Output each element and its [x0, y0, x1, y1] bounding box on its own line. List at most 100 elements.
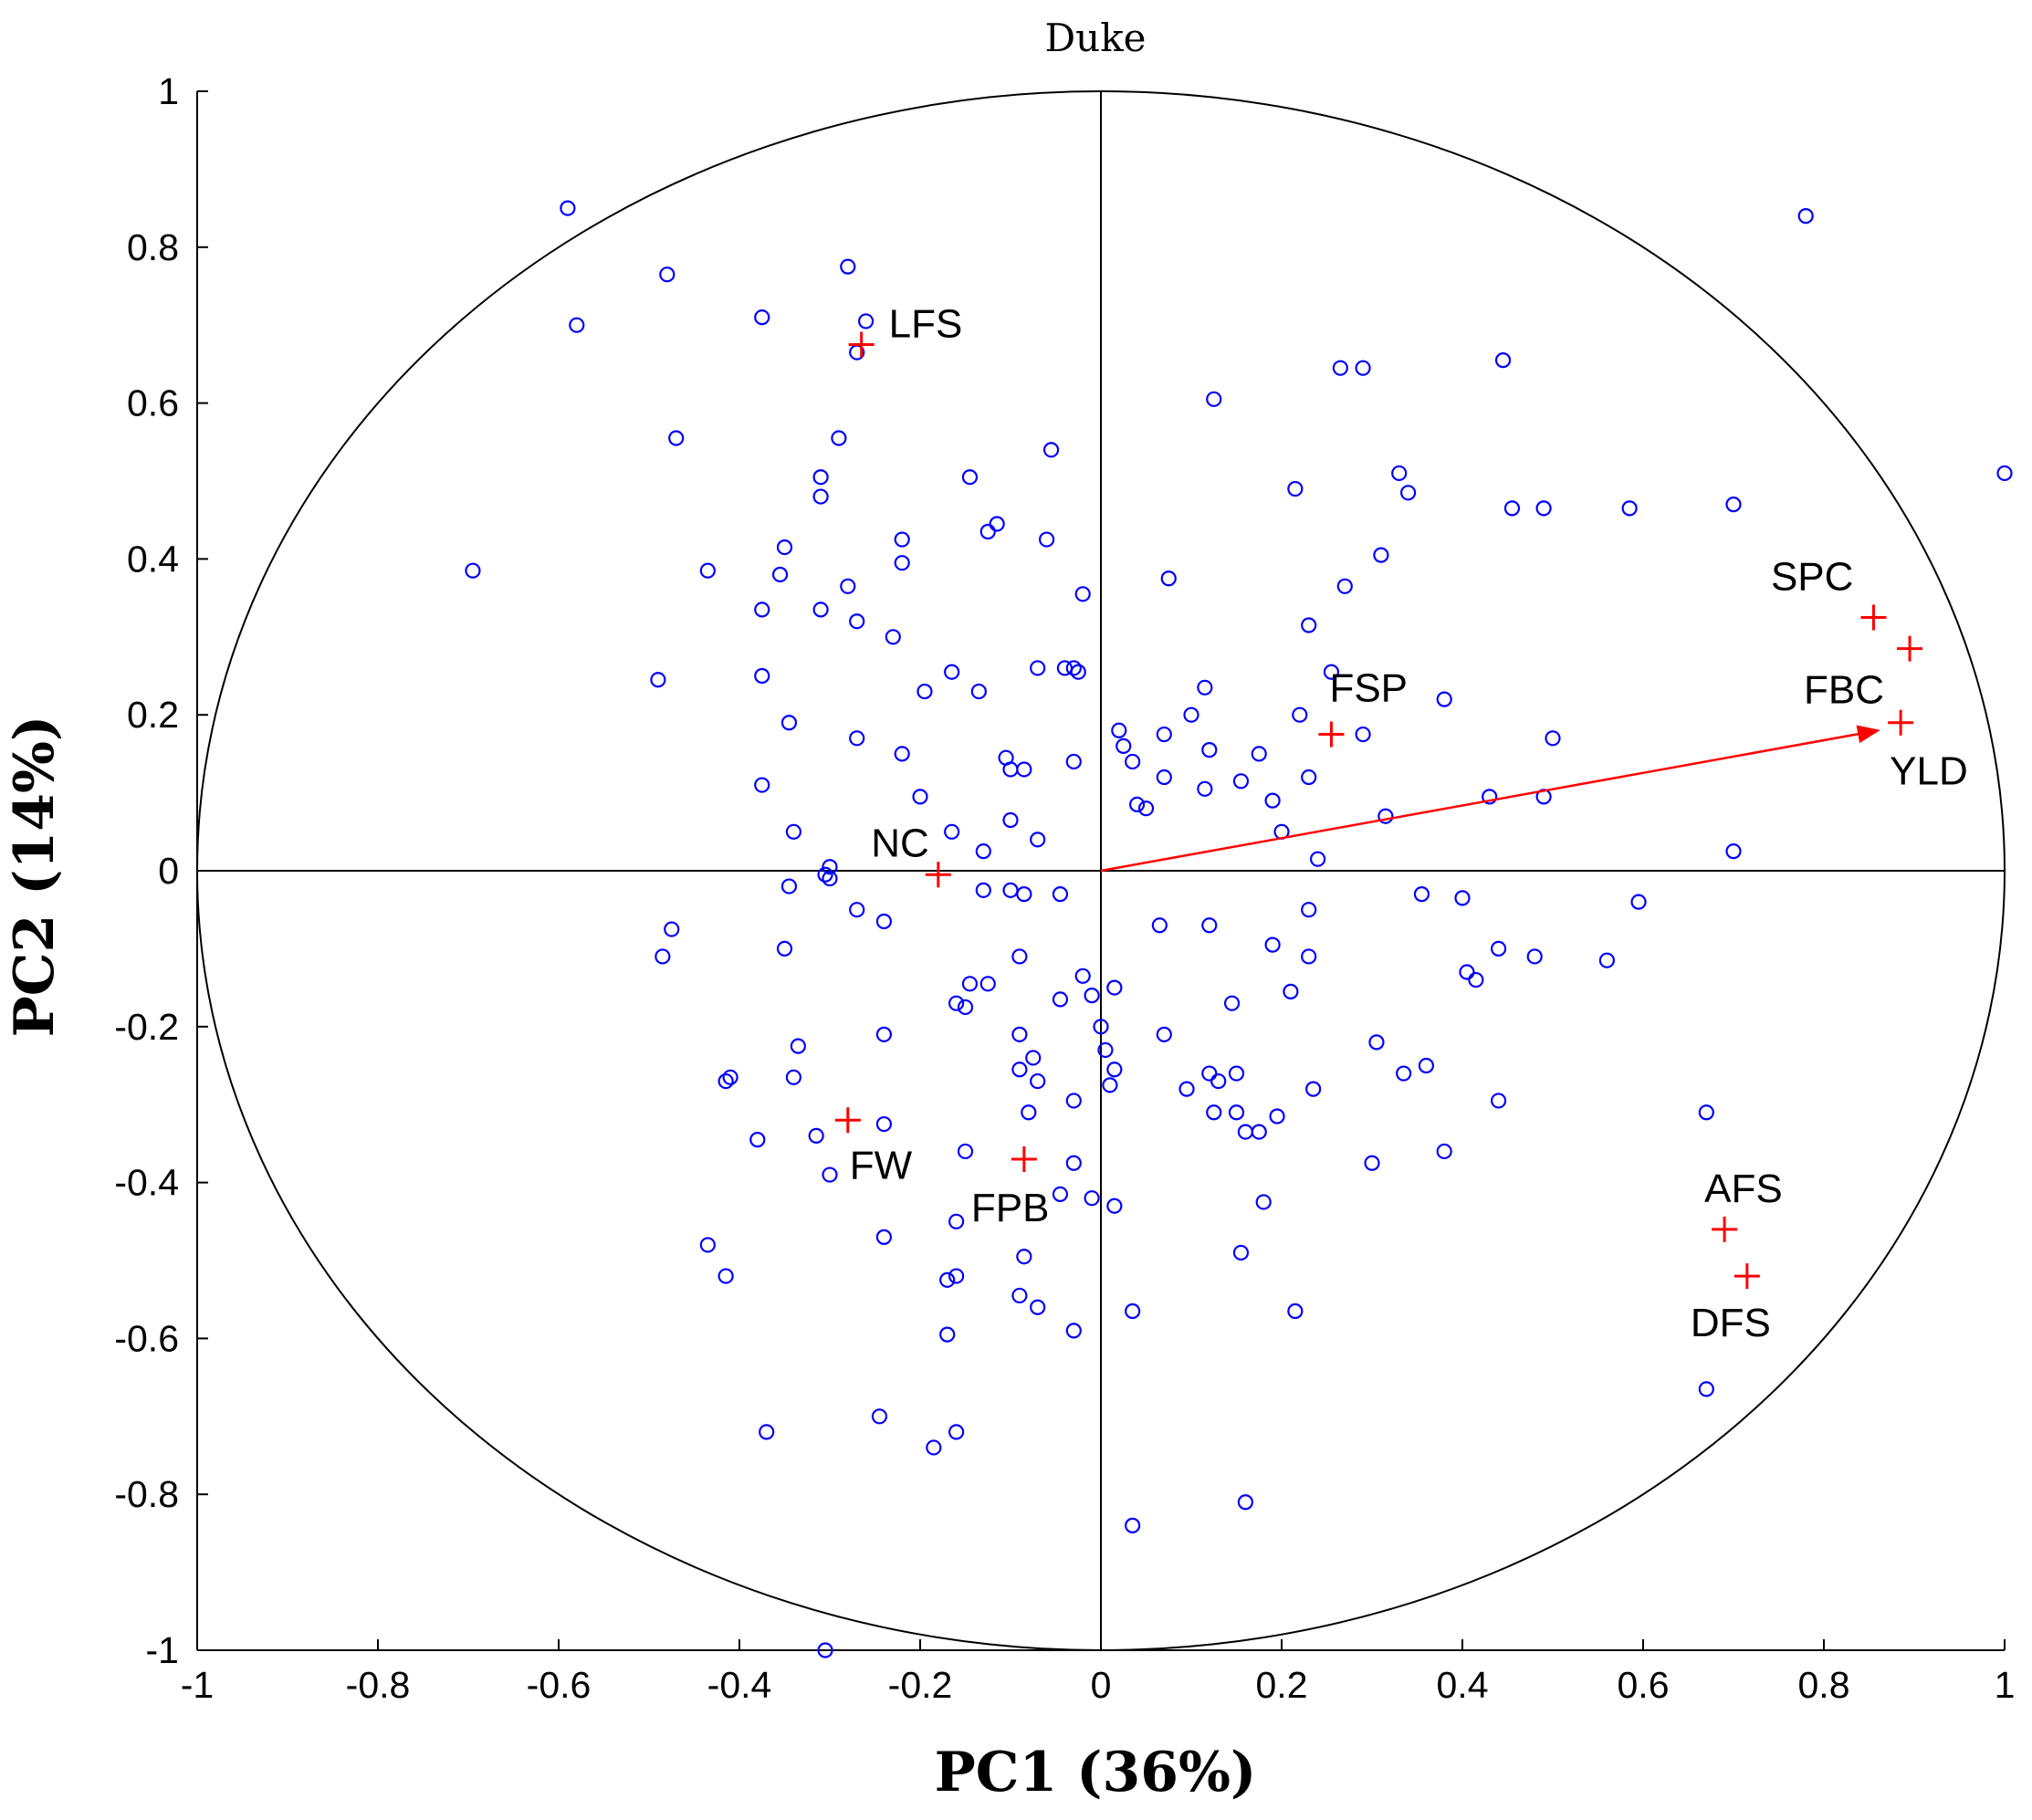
observation-point [1301, 902, 1317, 918]
y-tick-label: -0.8 [114, 1473, 179, 1515]
observation-point [1725, 843, 1742, 860]
observation-point [780, 878, 798, 894]
observation-point [1336, 578, 1353, 594]
observation-point [771, 566, 789, 583]
observation-point [776, 940, 793, 957]
observation-point [1002, 882, 1019, 898]
variable-label-afs: AFS [1704, 1166, 1783, 1211]
observation-point [1373, 547, 1389, 563]
observation-point [822, 1166, 838, 1183]
variable-label-spc: SPC [1771, 554, 1853, 599]
observation-point [1011, 1287, 1028, 1304]
observation-point [1070, 664, 1086, 680]
y-tick-label: -1 [146, 1629, 179, 1671]
observation-point [1237, 1124, 1254, 1140]
x-tick-label: 0.8 [1798, 1664, 1850, 1706]
observation-point [822, 859, 838, 875]
observation-point [1264, 936, 1281, 953]
observation-point [1459, 964, 1475, 980]
observation-point [1206, 391, 1222, 407]
observation-point [1355, 726, 1371, 743]
observation-point [1106, 1198, 1123, 1214]
observation-point [875, 913, 893, 930]
observation-point [1042, 442, 1060, 458]
observation-point [1102, 1077, 1118, 1093]
observation-point [1305, 1081, 1322, 1097]
observation-point [1030, 1072, 1046, 1090]
observation-point [569, 317, 585, 333]
observation-point [776, 539, 793, 556]
observation-point [875, 1026, 893, 1042]
observation-point [1292, 706, 1308, 723]
observation-point [754, 601, 770, 618]
y-axis-label: PC2 (14%) [3, 716, 67, 1038]
observation-point [1016, 886, 1032, 903]
observation-point [1698, 1381, 1714, 1397]
variable-marker-fw [834, 1107, 861, 1134]
variable-label-nc: NC [871, 821, 929, 865]
observation-point [948, 1268, 965, 1284]
observation-point [849, 902, 865, 918]
observation-point [1526, 948, 1543, 965]
observation-point [939, 1271, 956, 1288]
x-tick-label: -1 [181, 1664, 214, 1706]
yld-arrow [1100, 725, 1880, 873]
observation-point [961, 469, 979, 486]
observation-point [1128, 796, 1146, 813]
observation-point [1545, 730, 1561, 747]
observation-point [1065, 1093, 1082, 1109]
observation-point [759, 1424, 775, 1440]
observation-point [754, 309, 770, 326]
observation-point [1002, 811, 1019, 829]
observation-point [1201, 1065, 1218, 1082]
variable-label-fw: FW [850, 1143, 913, 1187]
observation-point [1630, 894, 1647, 910]
observation-point [1490, 1093, 1507, 1109]
observation-point [1287, 480, 1304, 497]
observation-point [1030, 1299, 1046, 1315]
variable-marker-lfs [848, 331, 875, 358]
observation-point [808, 1127, 824, 1144]
observation-point [1178, 1081, 1195, 1097]
observation-point [722, 1069, 738, 1085]
observation-point [1399, 485, 1417, 501]
observation-point [1183, 706, 1199, 723]
observation-point [871, 1408, 888, 1425]
observation-point [1232, 773, 1250, 790]
observation-point [1201, 742, 1218, 758]
observation-point [1156, 1026, 1172, 1042]
observation-point [1301, 617, 1317, 633]
observation-point [1106, 979, 1123, 996]
observation-point [948, 995, 965, 1011]
observation-point [1228, 1104, 1245, 1121]
observation-point [817, 866, 833, 883]
observation-point [970, 683, 987, 700]
x-tick-label: -0.6 [527, 1664, 592, 1706]
observation-point [1011, 948, 1028, 965]
observation-point [1016, 1249, 1032, 1265]
variable-label-fpb: FPB [971, 1186, 1050, 1230]
observation-point [1052, 1186, 1069, 1203]
x-tick-label: -0.4 [707, 1664, 772, 1706]
observation-point [1413, 886, 1430, 903]
observation-point [1156, 769, 1172, 786]
observation-point [948, 1424, 965, 1440]
y-tick-label: -0.2 [114, 1006, 179, 1048]
x-axis-label: PC1 (36%) [935, 1741, 1257, 1804]
observation-point [1111, 722, 1127, 738]
observation-point [1030, 832, 1046, 848]
observation-point [975, 843, 991, 860]
observation-point [1309, 851, 1326, 867]
observation-point [944, 664, 960, 680]
observation-point [1436, 1143, 1452, 1160]
observation-point [1002, 761, 1019, 778]
observation-point [1535, 500, 1552, 517]
variable-marker-fbc [1897, 635, 1923, 662]
observation-point [989, 516, 1005, 532]
observation-point [1436, 691, 1452, 707]
observation-point [659, 267, 676, 283]
observation-point [1283, 983, 1299, 999]
observation-point [560, 200, 576, 216]
observation-point [857, 313, 875, 329]
